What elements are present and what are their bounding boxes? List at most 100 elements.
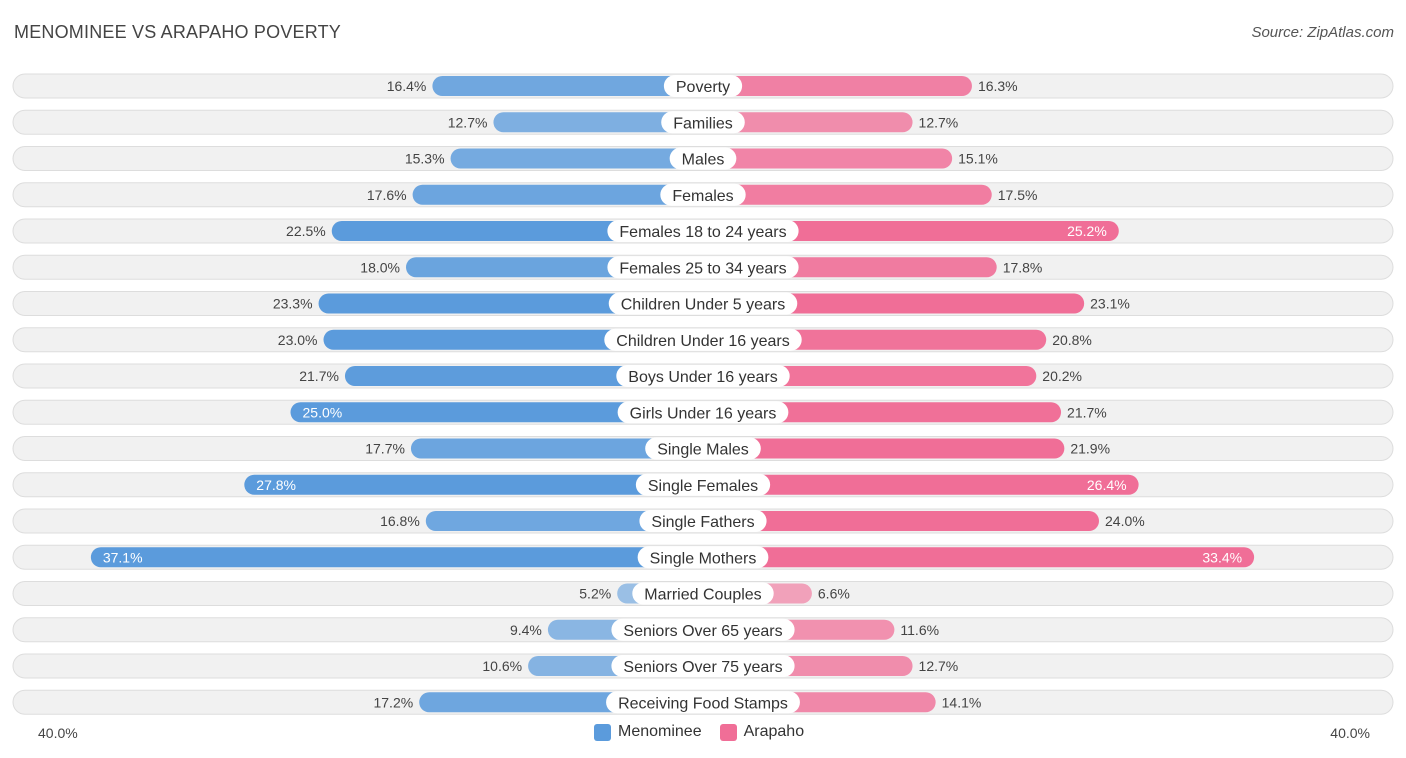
bar-arapaho-families[interactable] [703, 112, 913, 133]
legend-swatch-arapaho [719, 723, 737, 741]
value-label-arapaho-seniors-over-65-years: 11.6% [900, 622, 939, 638]
bar-menominee-single-fathers[interactable] [425, 511, 703, 531]
source-label: Source: ZipAtlas.com [1251, 24, 1394, 41]
value-label-arapaho-females: 17.5% [998, 187, 1038, 203]
value-label-menominee-females-18-to-24-years: 22.5% [286, 223, 326, 239]
value-label-menominee-seniors-over-65-years: 9.4% [510, 622, 542, 638]
legend-item-menominee[interactable]: Menominee [594, 723, 702, 741]
bar-arapaho-poverty[interactable] [703, 76, 972, 96]
value-label-arapaho-females-25-to-34-years: 17.8% [1003, 259, 1043, 275]
category-pill-single-males [645, 437, 761, 460]
category-label-males: Males [682, 152, 725, 169]
bar-arapaho-single-females[interactable] [703, 474, 1139, 495]
value-label-arapaho-poverty: 16.3% [978, 78, 1018, 94]
value-label-arapaho-single-females: 26.4% [1087, 477, 1127, 493]
bar-menominee-families[interactable] [493, 112, 703, 133]
value-label-arapaho-males: 15.1% [958, 151, 998, 167]
bar-arapaho-males[interactable] [703, 148, 953, 169]
value-label-menominee-girls-under-16-years: 25.0% [303, 404, 343, 420]
bar-arapaho-single-fathers[interactable] [703, 511, 1099, 531]
category-label-children-under-5-years: Children Under 5 years [621, 297, 786, 314]
value-label-arapaho-single-males: 21.9% [1070, 441, 1110, 457]
value-label-arapaho-married-couples: 6.6% [818, 586, 850, 602]
value-label-menominee-receiving-food-stamps: 17.2% [373, 694, 413, 710]
value-label-arapaho-single-fathers: 24.0% [1105, 513, 1145, 529]
bar-arapaho-females[interactable] [703, 184, 992, 205]
category-label-single-females: Single Females [648, 478, 758, 495]
category-pill-girls-under-16-years [617, 401, 789, 424]
category-pill-single-females [635, 473, 771, 496]
legend-item-arapaho[interactable]: Arapaho [719, 723, 805, 741]
chart-title: MENOMINEE VS ARAPAHO POVERTY [14, 22, 342, 42]
category-pill-children-under-5-years [608, 292, 798, 315]
value-label-menominee-children-under-5-years: 23.3% [273, 296, 313, 312]
category-label-married-couples: Married Couples [644, 587, 761, 604]
legend-swatch-menominee [594, 723, 611, 741]
category-pill-single-mothers [637, 546, 769, 569]
value-label-menominee-single-males: 17.7% [365, 441, 405, 457]
category-pill-single-fathers [639, 510, 767, 532]
value-label-menominee-females-25-to-34-years: 18.0% [360, 259, 400, 275]
bar-menominee-females[interactable] [412, 184, 703, 205]
category-label-boys-under-16-years: Boys Under 16 years [628, 369, 777, 386]
category-label-seniors-over-65-years: Seniors Over 65 years [623, 623, 782, 640]
value-label-arapaho-families: 12.7% [919, 114, 959, 130]
category-label-single-males: Single Males [657, 442, 749, 459]
value-label-arapaho-girls-under-16-years: 21.7% [1067, 404, 1107, 420]
bar-menominee-single-males[interactable] [410, 438, 703, 459]
bar-arapaho-single-mothers[interactable] [703, 547, 1255, 568]
category-label-single-mothers: Single Mothers [650, 550, 757, 567]
value-label-arapaho-children-under-5-years: 23.1% [1090, 296, 1130, 312]
category-pill-boys-under-16-years [616, 365, 790, 387]
category-label-poverty: Poverty [676, 79, 730, 96]
value-label-menominee-females: 17.6% [367, 187, 407, 203]
legend-label-arapaho: Arapaho [743, 723, 805, 740]
value-label-arapaho-females-18-to-24-years: 25.2% [1067, 223, 1107, 239]
category-label-single-fathers: Single Fathers [651, 514, 754, 531]
value-label-menominee-single-fathers: 16.8% [380, 513, 420, 529]
category-label-children-under-16-years: Children Under 16 years [616, 333, 789, 350]
bar-arapaho-girls-under-16-years[interactable] [703, 402, 1062, 423]
bar-arapaho-females-18-to-24-years[interactable] [703, 221, 1119, 241]
category-pill-families [661, 111, 745, 134]
category-pill-females-18-to-24-years [607, 220, 799, 242]
category-label-females-25-to-34-years: Females 25 to 34 years [619, 260, 786, 277]
value-label-menominee-single-females: 27.8% [256, 477, 296, 493]
bar-menominee-boys-under-16-years[interactable] [344, 366, 703, 386]
bar-menominee-single-females[interactable] [244, 474, 704, 495]
legend: Menominee Arapaho [594, 723, 822, 741]
value-label-arapaho-seniors-over-75-years: 12.7% [919, 658, 959, 674]
bar-menominee-children-under-5-years[interactable] [318, 293, 703, 314]
category-label-seniors-over-75-years: Seniors Over 75 years [623, 659, 782, 676]
axis-min-label: 40.0% [38, 725, 78, 741]
value-label-arapaho-children-under-16-years: 20.8% [1052, 332, 1092, 348]
bar-arapaho-children-under-5-years[interactable] [703, 293, 1085, 314]
value-label-menominee-boys-under-16-years: 21.7% [299, 368, 339, 384]
axis-max-label: 40.0% [1330, 725, 1370, 741]
bar-menominee-poverty[interactable] [432, 76, 703, 96]
category-label-females: Females [672, 188, 733, 205]
bar-menominee-girls-under-16-years[interactable] [290, 402, 704, 423]
value-label-menominee-poverty: 16.4% [387, 78, 427, 94]
category-label-girls-under-16-years: Girls Under 16 years [630, 405, 777, 422]
value-label-menominee-children-under-16-years: 23.0% [278, 332, 318, 348]
category-pill-females-25-to-34-years [607, 256, 799, 279]
category-pill-children-under-16-years [604, 328, 802, 351]
category-pill-seniors-over-65-years [611, 618, 795, 641]
category-pill-married-couples [632, 582, 774, 605]
category-pill-seniors-over-75-years [611, 655, 795, 677]
bar-menominee-single-mothers[interactable] [90, 547, 704, 568]
value-label-arapaho-receiving-food-stamps: 14.1% [942, 694, 982, 710]
bar-menominee-males[interactable] [450, 148, 703, 169]
category-label-receiving-food-stamps: Receiving Food Stamps [618, 695, 788, 712]
category-label-females-18-to-24-years: Females 18 to 24 years [619, 224, 786, 241]
bar-arapaho-single-males[interactable] [703, 438, 1065, 459]
value-label-menominee-males: 15.3% [405, 151, 445, 167]
value-label-menominee-single-mothers: 37.1% [103, 549, 143, 565]
value-label-arapaho-boys-under-16-years: 20.2% [1042, 368, 1082, 384]
category-label-families: Families [673, 115, 733, 132]
legend-label-menominee: Menominee [618, 723, 702, 740]
value-label-menominee-married-couples: 5.2% [579, 586, 611, 602]
category-pill-poverty [663, 75, 743, 97]
